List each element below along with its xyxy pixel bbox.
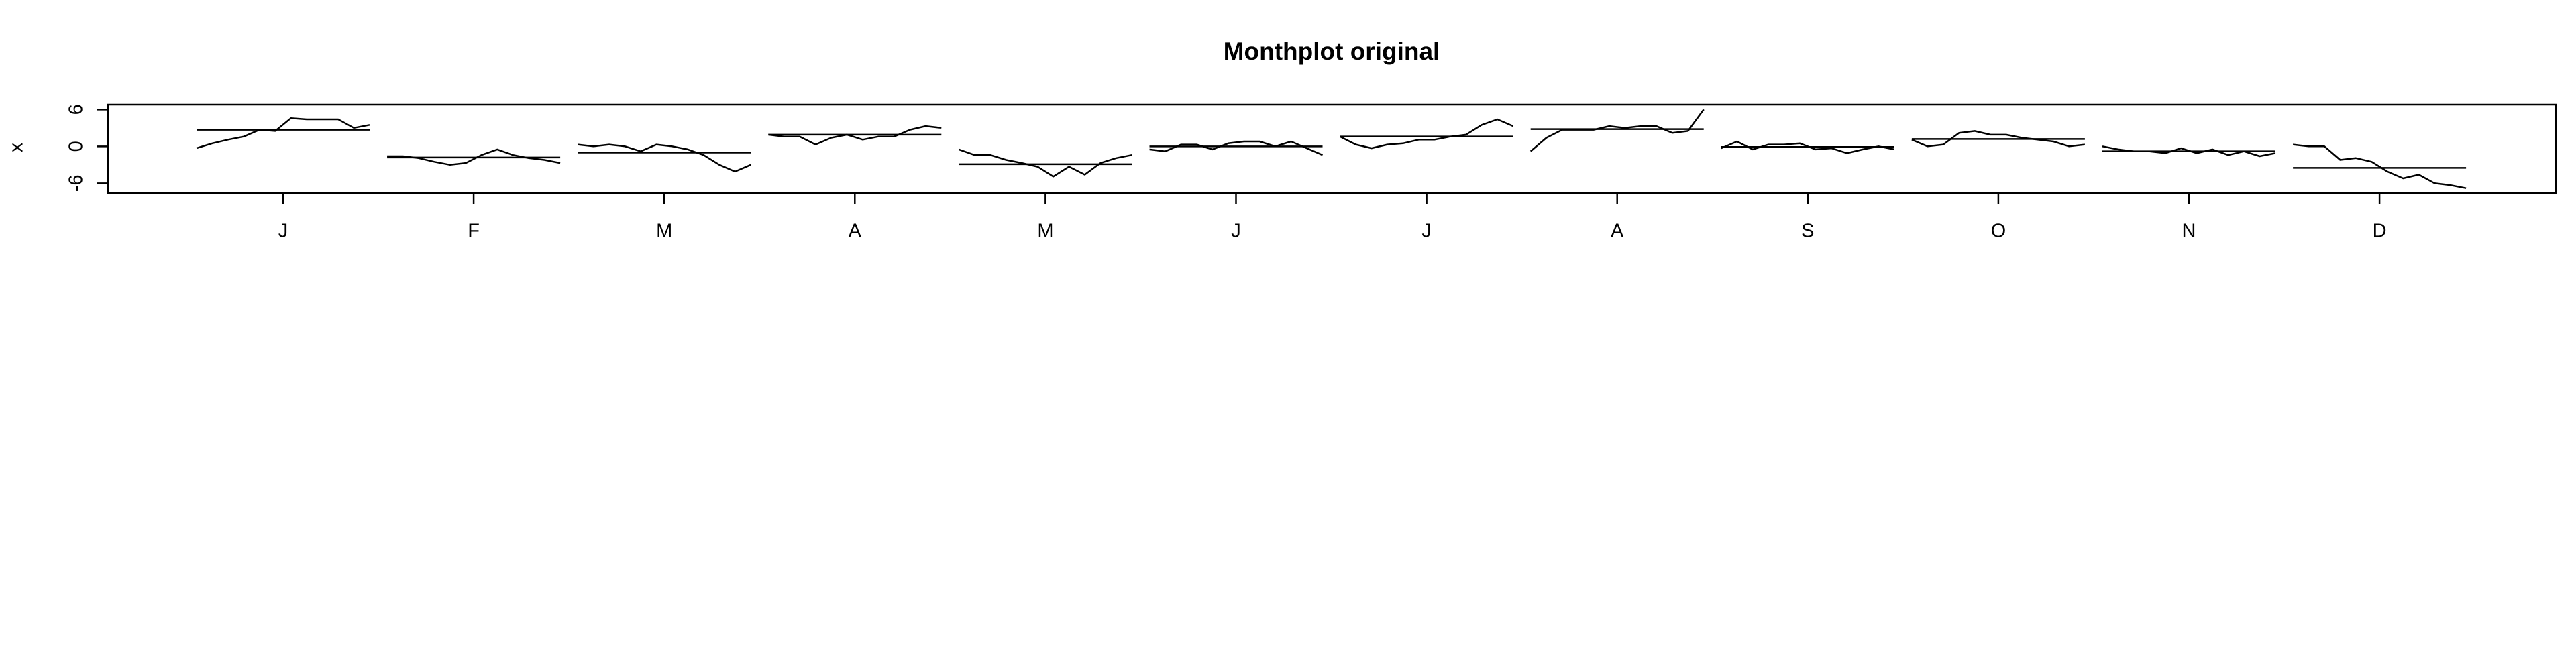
month-series-line [2292, 143, 2467, 189]
month-series-line [1340, 118, 1514, 150]
x-tick-label: J [1231, 221, 1241, 242]
x-tick-label: S [1801, 221, 1814, 242]
month-series-line [1149, 140, 1323, 156]
x-tick-label: M [656, 221, 672, 242]
x-tick-label: A [849, 221, 862, 242]
y-tick-label: 6 [66, 104, 87, 115]
plot-frame [107, 103, 2557, 194]
month-series-line [1529, 109, 1705, 152]
x-tick-label: J [1421, 221, 1432, 242]
x-tick-label: M [1037, 221, 1053, 242]
x-tick-label: A [1611, 221, 1624, 242]
chart-title: Monthplot original [1224, 38, 1440, 65]
month-series-line [958, 148, 1132, 178]
x-tick-label: D [2373, 221, 2387, 242]
month-series-line [578, 143, 751, 173]
y-axis-label: x [6, 142, 28, 152]
x-tick-label: J [278, 221, 288, 242]
y-tick-label: -6 [66, 174, 87, 192]
x-tick-label: F [468, 221, 480, 242]
month-series-line [1911, 130, 2086, 148]
x-tick-label: O [1991, 221, 2006, 242]
y-tick-label: 0 [66, 141, 87, 152]
month-series-line [768, 125, 942, 145]
month-series-line [196, 117, 370, 150]
x-tick-label: N [2182, 221, 2196, 242]
